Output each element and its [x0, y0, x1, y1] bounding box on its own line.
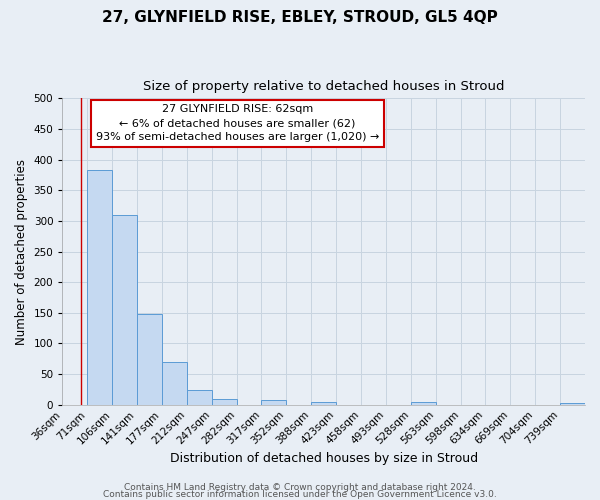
X-axis label: Distribution of detached houses by size in Stroud: Distribution of detached houses by size … — [170, 452, 478, 465]
Y-axis label: Number of detached properties: Number of detached properties — [15, 158, 28, 344]
Bar — [560, 403, 585, 404]
Bar — [162, 362, 187, 405]
Bar — [112, 216, 137, 404]
Text: 27 GLYNFIELD RISE: 62sqm
← 6% of detached houses are smaller (62)
93% of semi-de: 27 GLYNFIELD RISE: 62sqm ← 6% of detache… — [96, 104, 379, 142]
Bar — [411, 402, 436, 404]
Bar — [87, 170, 112, 404]
Text: Contains HM Land Registry data © Crown copyright and database right 2024.: Contains HM Land Registry data © Crown c… — [124, 484, 476, 492]
Bar — [262, 400, 286, 404]
Bar — [137, 314, 162, 404]
Bar — [187, 390, 212, 404]
Text: Contains public sector information licensed under the Open Government Licence v3: Contains public sector information licen… — [103, 490, 497, 499]
Text: 27, GLYNFIELD RISE, EBLEY, STROUD, GL5 4QP: 27, GLYNFIELD RISE, EBLEY, STROUD, GL5 4… — [102, 10, 498, 25]
Title: Size of property relative to detached houses in Stroud: Size of property relative to detached ho… — [143, 80, 505, 93]
Bar — [212, 398, 236, 404]
Bar — [311, 402, 336, 404]
